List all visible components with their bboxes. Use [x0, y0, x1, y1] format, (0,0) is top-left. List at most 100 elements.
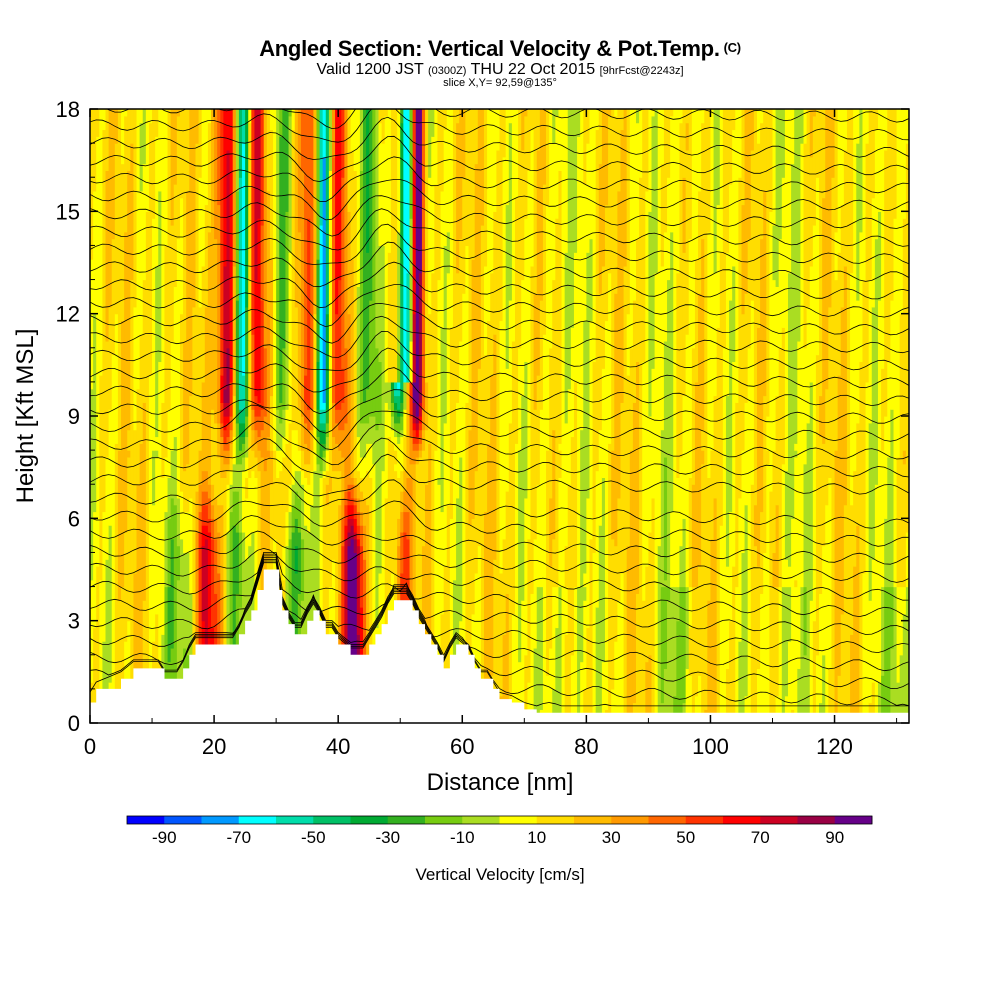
- velocity-cell: [713, 497, 718, 723]
- velocity-cell: [474, 572, 479, 723]
- velocity-cell: [809, 381, 814, 601]
- velocity-cell: [546, 109, 550, 206]
- velocity-cell: [850, 109, 854, 274]
- velocity-cell: [822, 443, 826, 547]
- isentrope-line: [106, 109, 909, 130]
- velocity-cell: [490, 375, 494, 676]
- velocity-cell: [800, 143, 805, 588]
- velocity-cell: [173, 504, 178, 717]
- velocity-cell: [722, 347, 727, 717]
- velocity-cell: [232, 436, 237, 465]
- velocity-cell: [511, 613, 516, 723]
- velocity-cell: [902, 218, 907, 451]
- velocity-cell: [254, 395, 259, 417]
- velocity-cell: [868, 702, 873, 723]
- velocity-cell: [127, 170, 131, 431]
- velocity-cell: [310, 450, 314, 472]
- velocity-cell: [133, 429, 138, 574]
- velocity-cell: [667, 279, 671, 588]
- velocity-cell: [288, 422, 293, 485]
- colorbar-swatch: [611, 816, 649, 824]
- velocity-cell: [397, 443, 401, 478]
- velocity-cell: [179, 313, 184, 492]
- velocity-cell: [676, 586, 681, 622]
- velocity-cell: [300, 416, 305, 451]
- velocity-cell: [549, 566, 553, 649]
- velocity-cell: [651, 115, 656, 369]
- velocity-cell: [226, 470, 231, 485]
- velocity-cell: [434, 109, 439, 185]
- velocity-cell: [127, 450, 131, 458]
- velocity-cell: [375, 347, 380, 431]
- velocity-cell: [335, 470, 339, 723]
- velocity-cell: [735, 402, 739, 588]
- velocity-cell: [620, 129, 625, 403]
- velocity-cell: [738, 177, 743, 499]
- velocity-cell: [707, 600, 712, 723]
- velocity-cell: [226, 484, 231, 533]
- velocity-cell: [533, 538, 538, 649]
- velocity-cell: [642, 361, 646, 601]
- velocity-cell: [242, 109, 246, 144]
- velocity-cell: [750, 149, 755, 301]
- isentrope-line: [90, 560, 909, 707]
- velocity-cell: [359, 491, 364, 513]
- velocity-cell: [850, 272, 854, 506]
- velocity-cell: [394, 470, 398, 723]
- velocity-cell: [170, 340, 175, 451]
- velocity-cell: [207, 122, 212, 233]
- velocity-cell: [515, 443, 519, 723]
- velocity-cell: [198, 177, 203, 308]
- velocity-cell: [856, 143, 860, 301]
- velocity-cell: [297, 497, 302, 533]
- velocity-cell: [679, 109, 684, 124]
- velocity-cell: [406, 511, 411, 540]
- velocity-cell: [536, 149, 541, 376]
- velocity-cell: [372, 463, 377, 723]
- velocity-cell: [784, 109, 789, 472]
- colorbar-swatch: [276, 816, 314, 824]
- velocity-cell: [242, 422, 246, 438]
- velocity-cell: [201, 265, 206, 383]
- velocity-cell: [902, 613, 907, 723]
- velocity-cell: [359, 109, 364, 171]
- velocity-cell: [558, 109, 563, 171]
- velocity-cell: [425, 109, 429, 383]
- velocity-cell: [152, 450, 156, 506]
- velocity-cell: [825, 504, 829, 723]
- velocity-cell: [325, 409, 330, 424]
- velocity-cell: [397, 354, 401, 383]
- isentrope-line: [90, 284, 909, 328]
- velocity-cell: [586, 109, 591, 144]
- velocity-cell: [831, 109, 836, 178]
- velocity-cell: [167, 586, 172, 663]
- velocity-cell: [629, 109, 634, 349]
- velocity-cell: [359, 170, 364, 424]
- velocity-cell: [214, 497, 218, 519]
- velocity-cell: [378, 361, 383, 424]
- colorbar-swatch: [313, 816, 351, 824]
- velocity-cell: [688, 627, 693, 676]
- velocity-cell: [617, 600, 622, 723]
- velocity-cell: [114, 109, 119, 144]
- colorbar-swatch: [536, 816, 575, 824]
- velocity-cell: [530, 265, 535, 594]
- velocity-cell: [843, 149, 848, 267]
- velocity-cell: [729, 620, 733, 723]
- velocity-cell: [648, 531, 653, 656]
- velocity-cell: [372, 109, 377, 417]
- velocity-cell: [552, 429, 556, 540]
- velocity-cell: [505, 204, 510, 369]
- velocity-cell: [474, 109, 479, 165]
- velocity-cell: [403, 436, 408, 472]
- velocity-cell: [136, 484, 141, 723]
- velocity-cell: [217, 504, 221, 533]
- velocity-cell: [853, 470, 857, 567]
- velocity-cell: [214, 109, 218, 240]
- velocity-cell: [167, 409, 172, 478]
- colorbar-swatch: [834, 816, 873, 824]
- potential-temperature-contours: [90, 109, 909, 707]
- velocity-cell: [350, 518, 355, 526]
- velocity-cell: [846, 109, 851, 723]
- velocity-cell: [462, 177, 466, 294]
